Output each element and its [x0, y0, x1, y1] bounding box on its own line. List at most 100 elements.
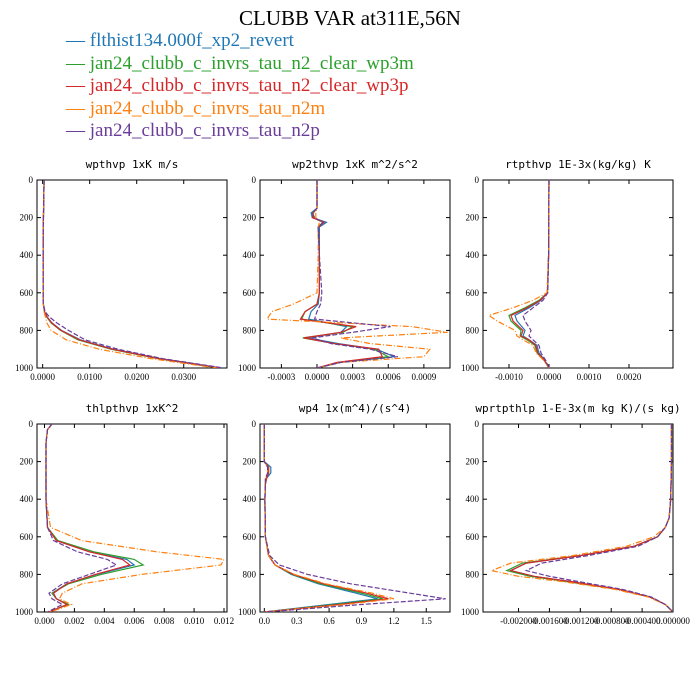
x-tick-label: 0.0200 [124, 372, 149, 382]
series-line-4 [266, 180, 448, 368]
panel-title: wpthvp 1xK m/s [86, 158, 179, 171]
x-tick-label: -0.0003 [268, 372, 296, 382]
legend-item: — flthist134.000f_xp2_revert [66, 30, 294, 51]
x-tick-label: 0.0009 [412, 372, 437, 382]
x-tick-label: -0.001600 [531, 616, 568, 626]
series-line-5 [42, 180, 224, 368]
series-line-5 [45, 424, 118, 612]
series-line-4 [489, 424, 673, 612]
series-line-4 [263, 424, 395, 612]
x-tick-label: 0.012 [214, 616, 234, 626]
x-tick-label: -0.001200 [562, 616, 599, 626]
series-line-3 [510, 180, 550, 368]
legend-label: jan24_clubb_c_invrs_tau_n2_clear_wp3p [89, 75, 409, 96]
y-tick-label: 200 [243, 457, 257, 467]
x-tick-label: 1.2 [388, 616, 399, 626]
y-tick-label: 1000 [238, 607, 257, 617]
y-tick-label: 800 [466, 325, 480, 335]
y-tick-label: 800 [20, 569, 34, 579]
legend-item: — jan24_clubb_c_invrs_tau_n2_clear_wp3p [66, 75, 409, 96]
panel-2: wp2thvp 1xK m^2/s^2 0 200 400 600 800 1000 -0.0… [238, 158, 451, 382]
legend-item: — jan24_clubb_c_invrs_tau_n2m [66, 97, 326, 119]
y-tick-label: 600 [20, 532, 34, 542]
x-tick-label: 0.0 [259, 616, 271, 626]
panel-title: wprtpthlp 1-E-3x(m kg K)/(s kg) [475, 402, 680, 415]
y-tick-label: 400 [243, 494, 257, 504]
main-title: CLUBB VAR at311E,56N [239, 6, 461, 30]
series-line-2 [45, 424, 145, 612]
series-line-3 [45, 424, 132, 612]
x-tick-label: 0.0100 [77, 372, 102, 382]
x-tick-label: 0.9 [356, 616, 368, 626]
y-tick-label: 0 [252, 175, 257, 185]
y-tick-label: 200 [20, 213, 34, 223]
y-tick-label: 800 [243, 325, 257, 335]
series-line-1 [45, 424, 136, 612]
legend-item: — jan24_clubb_c_invrs_tau_n2_clear_wp3m [66, 52, 414, 74]
x-tick-label: 0.0010 [577, 372, 602, 382]
y-tick-label: 1000 [238, 363, 257, 373]
plot-frame [482, 423, 674, 613]
series-line-3 [42, 180, 221, 368]
x-tick-label: 0.3 [291, 616, 303, 626]
y-tick-label: 400 [466, 250, 480, 260]
y-tick-label: 800 [243, 569, 257, 579]
y-tick-label: 600 [20, 288, 34, 298]
x-tick-label: 1.5 [421, 616, 433, 626]
y-tick-label: 0 [252, 419, 257, 429]
legend: — flthist134.000f_xp2_revert — jan24_clu… [66, 30, 414, 143]
series-line-4 [487, 180, 550, 368]
x-tick-label: 0.0300 [171, 372, 196, 382]
x-tick-label: -0.000800 [593, 616, 630, 626]
panel-title: wp2thvp 1xK m^2/s^2 [292, 158, 418, 171]
legend-label: jan24_clubb_c_invrs_tau_n2m [89, 97, 326, 119]
x-tick-label: 0.0000 [305, 372, 330, 382]
x-tick-label: 0.008 [154, 616, 175, 626]
x-tick-label: 0.0006 [376, 372, 401, 382]
y-tick-label: 200 [243, 213, 257, 223]
series-line-5 [524, 424, 673, 612]
x-tick-label: -0.0010 [495, 372, 523, 382]
panel-title: rtpthvp 1E-3x(kg/kg) K [505, 158, 651, 171]
legend-item: — jan24_clubb_c_invrs_tau_n2p [66, 120, 320, 141]
x-tick-label: 0.6 [323, 616, 335, 626]
y-tick-label: 0 [29, 175, 34, 185]
panel-title: wp4 1x(m^4)/(s^4) [299, 402, 412, 415]
series-line-3 [299, 180, 384, 368]
legend-label: jan24_clubb_c_invrs_tau_n2p [89, 120, 320, 141]
plot-frame [482, 179, 674, 369]
panel-3: rtpthvp 1E-3x(kg/kg) K 0 200 400 600 800 1000 -… [461, 158, 674, 382]
series-line-2 [42, 180, 220, 368]
y-tick-label: 0 [475, 419, 480, 429]
y-tick-label: 800 [20, 325, 34, 335]
x-tick-label: 0.0000 [30, 372, 55, 382]
y-tick-label: 200 [20, 457, 34, 467]
x-tick-label: 0.004 [94, 616, 115, 626]
y-tick-label: 1000 [15, 607, 34, 617]
panel-6: wprtpthlp 1-E-3x(m kg K)/(s kg) 0 200 400 60… [461, 402, 690, 626]
x-tick-label: 0.0020 [617, 372, 642, 382]
series-line-5 [263, 424, 446, 612]
series-line-1 [514, 180, 550, 368]
y-tick-label: 400 [466, 494, 480, 504]
y-tick-label: 600 [243, 532, 257, 542]
y-tick-label: 800 [466, 569, 480, 579]
y-tick-label: 400 [243, 250, 257, 260]
y-tick-label: 600 [466, 532, 480, 542]
x-tick-label: 0.000 [34, 616, 55, 626]
plot-frame [259, 179, 451, 369]
series-line-4 [42, 180, 217, 368]
y-tick-label: 400 [20, 250, 34, 260]
y-tick-label: 200 [466, 213, 480, 223]
y-tick-label: 0 [475, 175, 480, 185]
series-line-5 [522, 180, 550, 368]
legend-label: flthist134.000f_xp2_revert [89, 30, 294, 51]
y-tick-label: 600 [243, 288, 257, 298]
x-tick-label: 0.006 [124, 616, 145, 626]
series-line-4 [45, 424, 225, 612]
y-tick-label: 400 [20, 494, 34, 504]
y-tick-label: 1000 [15, 363, 34, 373]
